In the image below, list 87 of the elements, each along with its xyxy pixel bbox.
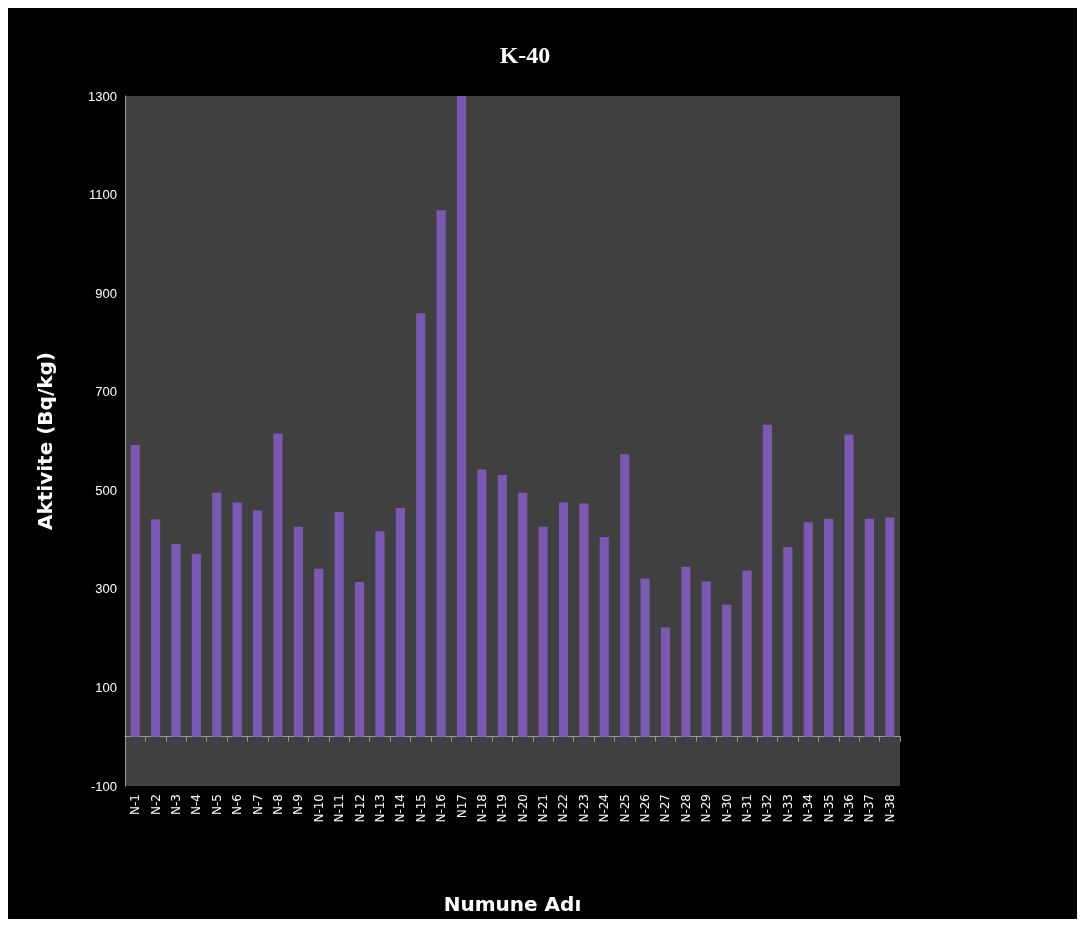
bar [864,518,874,737]
y-tick-label: 100 [95,679,117,695]
x-tick-label: N-35 [821,794,836,823]
bar [722,604,732,737]
bar [334,511,344,737]
x-tick-label: N-12 [352,794,367,823]
bar [620,454,630,737]
bar [885,517,895,737]
bar [273,433,283,737]
x-tick-label: N-19 [495,794,510,823]
bar [456,96,467,737]
bar [538,526,548,737]
x-tick-label: N-3 [168,794,183,815]
x-tick-label: N-38 [882,794,897,823]
bar [354,581,365,737]
x-tick-label: N-34 [801,794,816,823]
x-tick-label: N-23 [576,794,591,823]
x-tick-label: N-24 [597,794,612,823]
bar [416,313,426,737]
x-tick-label: N-22 [556,794,571,823]
bar [518,492,528,737]
bar [191,553,201,737]
x-tick-label: N-29 [699,794,714,823]
bar [212,492,222,737]
x-tick-label: N-2 [148,794,163,815]
bar [395,508,405,737]
x-tick-label: N-11 [332,794,347,823]
bar [844,434,854,737]
x-tick-label: N-26 [638,794,653,823]
bar [599,537,609,737]
x-tick-label: N-25 [617,794,632,823]
x-tick-label: N-7 [250,794,265,815]
x-tick-label: N-16 [434,794,449,823]
bar [640,578,650,737]
x-tick-label: N-6 [230,794,245,815]
x-tick-label: N-4 [189,794,204,815]
bar [171,544,181,737]
bar [681,566,691,737]
x-tick-label: N17 [454,794,469,819]
y-tick-label: 1300 [88,88,117,104]
x-tick-label: N-8 [270,794,285,815]
x-tick-label: N-30 [719,794,734,823]
y-tick-label: 1100 [89,187,117,203]
bar [701,581,711,737]
x-tick-label: N-15 [413,794,428,823]
x-tick-label: N-27 [658,794,673,823]
x-tick-label: N-28 [678,794,693,823]
x-axis-title: Numune Adı [443,892,582,916]
x-tick-label: N-10 [311,794,326,823]
x-tick-label: N-13 [372,794,387,823]
x-tick-label: N-21 [536,794,551,823]
bar [293,526,303,737]
bar [803,522,813,737]
x-tick-label: N-9 [291,794,306,815]
y-tick-label: -100 [90,778,117,794]
chart-title: K-40 [499,42,551,68]
bar [375,531,385,737]
bar [314,568,324,737]
x-tick-label: N-36 [842,794,857,823]
bar [130,444,140,737]
bar [742,570,752,737]
bar [252,510,263,737]
y-axis-title: Aktivite (Bq/kg) [33,352,57,530]
bar [579,503,589,737]
x-tick-label: N-31 [740,794,755,823]
bar [783,546,793,737]
y-tick-label: 300 [95,581,117,597]
bar [477,469,487,737]
x-tick-label: N-33 [780,794,795,823]
bar [558,502,569,737]
bar [660,627,671,737]
bar [762,424,773,737]
bar [151,519,161,737]
x-tick-label: N-14 [393,794,408,823]
y-tick-label: 700 [95,384,117,400]
x-tick-label: N-1 [128,794,143,815]
x-tick-label: N-18 [474,794,489,823]
x-tick-label: N-20 [515,794,530,823]
bar [497,475,507,737]
bar [232,502,242,737]
bar [436,210,446,737]
bar [824,518,834,737]
x-tick-label: N-37 [862,794,877,823]
y-tick-label: 900 [95,285,117,301]
y-tick-label: 500 [95,482,117,498]
x-tick-label: N-32 [760,794,775,823]
x-tick-label: N-5 [209,794,224,815]
